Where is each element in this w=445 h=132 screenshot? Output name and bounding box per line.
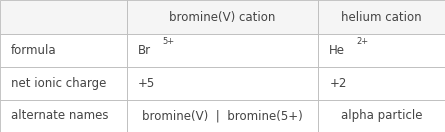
Bar [0,0,127,34]
Text: bromine(V) cation: bromine(V) cation [169,11,276,24]
Bar [127,67,318,100]
Bar [0,67,127,100]
Text: helium cation: helium cation [341,11,422,24]
Bar [127,34,318,67]
Bar [127,0,318,34]
Text: +2: +2 [329,77,347,90]
Text: +5: +5 [138,77,155,90]
Text: formula: formula [11,44,57,57]
Text: alternate names: alternate names [11,109,109,122]
Bar [318,0,445,34]
Text: bromine(V)  |  bromine(5+): bromine(V) | bromine(5+) [142,109,303,122]
Text: net ionic charge: net ionic charge [11,77,106,90]
Bar [0,34,127,67]
Text: alpha particle: alpha particle [341,109,422,122]
Text: Br: Br [138,44,151,57]
Bar [318,100,445,132]
Text: 5+: 5+ [162,37,174,46]
Bar [0,100,127,132]
Text: 2+: 2+ [357,37,369,46]
Bar [318,34,445,67]
Bar [127,100,318,132]
Bar [318,67,445,100]
Text: He: He [329,44,345,57]
